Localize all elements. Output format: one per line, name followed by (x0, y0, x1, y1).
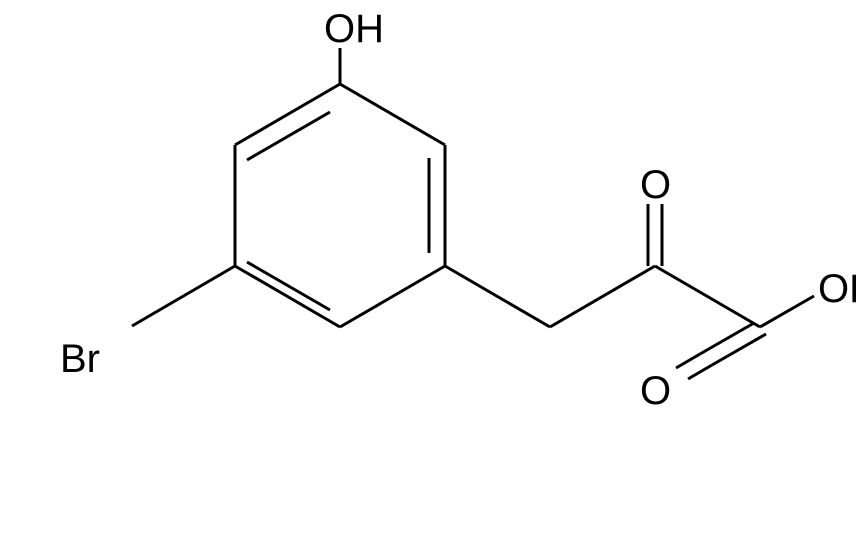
bond-cac-oh (760, 296, 814, 327)
atom-o-acid: O (640, 369, 671, 413)
bond-cke-cac (655, 266, 760, 327)
bond-cac-o-upper (700, 323, 754, 354)
atom-oh-top: OH (324, 7, 384, 51)
bond-cac-o-lower-ext (688, 365, 712, 379)
ring-bond-c3-c4 (340, 266, 445, 327)
atom-oh-acid: OH (818, 267, 856, 311)
bond-c5-br (132, 266, 235, 326)
bond-c3-ch2 (445, 266, 550, 327)
atom-o-ketone: O (640, 163, 671, 207)
atom-br: Br (60, 337, 100, 381)
ring-bond-c4-c5-outer (235, 266, 340, 327)
molecule-canvas: OH Br O OH O (0, 0, 856, 552)
ring-bond-c6-c1-inner (247, 112, 330, 160)
bond-ch2-cke (550, 266, 655, 327)
ring-bond-c1-c2 (340, 84, 445, 145)
ring-bond-c4-c5-inner (247, 262, 330, 310)
bond-cac-o-upper-ext (676, 354, 700, 368)
bond-cac-o-lower (712, 334, 766, 365)
